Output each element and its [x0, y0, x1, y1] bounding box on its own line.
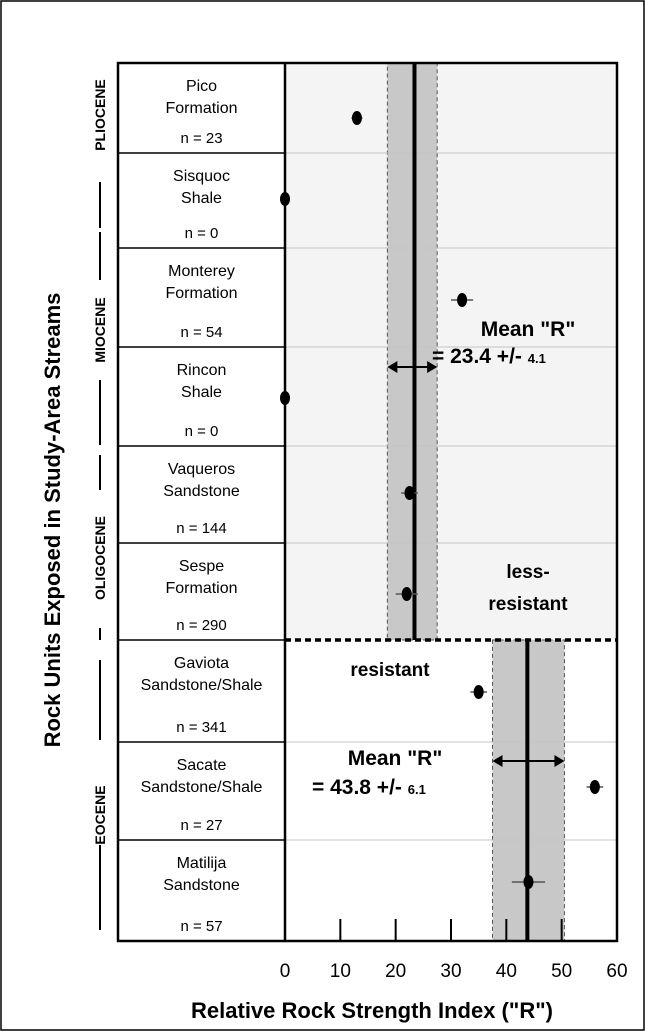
data-point	[457, 293, 468, 307]
unit-name-label: Sandstone	[163, 877, 240, 894]
unit-n-label: n = 341	[176, 719, 226, 736]
unit-name-label: Shale	[181, 190, 222, 207]
unit-name-label: Sandstone	[163, 483, 240, 500]
x-tick-label: 20	[385, 961, 406, 982]
y-axis-title: Rock Units Exposed in Study-Area Streams	[40, 293, 65, 748]
unit-n-label: n = 57	[180, 918, 222, 935]
data-point	[351, 111, 362, 125]
unit-name-label: Sacate	[177, 757, 227, 774]
epoch-label: EOCENE	[92, 785, 108, 844]
unit-name-label: Vaqueros	[168, 461, 235, 478]
less-resistant-label: resistant	[488, 594, 568, 615]
band-arrowhead-right	[554, 755, 565, 767]
unit-name-label: Pico	[186, 78, 217, 95]
unit-n-label: n = 144	[176, 520, 226, 537]
mean-label-value: = 23.4 +/- 4.1	[432, 345, 546, 368]
data-point	[404, 486, 415, 500]
epoch-label: PLIOCENE	[92, 79, 108, 151]
x-tick-label: 40	[496, 961, 517, 982]
unit-name-label: Monterey	[168, 263, 235, 280]
data-point	[589, 780, 600, 794]
x-tick-label: 10	[330, 961, 351, 982]
x-tick-label: 60	[606, 961, 627, 982]
unit-name-label: Sandstone/Shale	[141, 779, 263, 796]
unit-name-label: Formation	[165, 580, 237, 597]
epoch-label: OLIGOCENE	[92, 516, 108, 600]
x-tick-label: 50	[551, 961, 572, 982]
x-tick-label: 0	[280, 961, 291, 982]
plot-frame	[116, 61, 619, 943]
unit-n-label: n = 54	[180, 324, 222, 341]
unit-name-label: Gaviota	[174, 655, 229, 672]
epoch-label: MIOCENE	[92, 297, 108, 362]
unit-name-label: Formation	[165, 285, 237, 302]
plot-area: 0 10 20 30 40 50 60 Mean "R" = 23.4 +/- 4.1 Mean …	[116, 61, 628, 982]
unit-name-label: Sandstone/Shale	[141, 677, 263, 694]
unit-name-label: Sisquoc	[173, 168, 230, 185]
mean-label-title: Mean "R"	[481, 318, 576, 341]
unit-n-label: n = 290	[176, 617, 226, 634]
band-arrowhead-left	[387, 361, 398, 373]
x-tick-label: 30	[440, 961, 461, 982]
less-resistant-label: less-	[506, 562, 549, 583]
mean-label-title: Mean "R"	[348, 747, 443, 770]
band-arrowhead-left	[492, 755, 503, 767]
unit-name-label: Formation	[165, 100, 237, 117]
unit-name-label: Shale	[181, 384, 222, 401]
data-point	[523, 875, 534, 889]
data-point	[401, 587, 412, 601]
unit-name-label: Matilija	[177, 855, 227, 872]
mean-label-sd: 4.1	[528, 351, 546, 366]
unit-n-label: n = 27	[180, 817, 222, 834]
mean-label-sd: 6.1	[408, 782, 426, 797]
band-arrowhead-right	[427, 361, 438, 373]
data-point	[473, 685, 484, 699]
unit-n-label: n = 0	[185, 423, 219, 440]
resistant-label: resistant	[350, 660, 430, 681]
mean-label-value: = 43.8 +/- 6.1	[312, 776, 426, 799]
unit-label-column: Pico Formation n = 23 Sisquoc Shale n = 0 Mont…	[118, 78, 285, 935]
upper-zone-background	[285, 63, 617, 640]
unit-n-label: n = 23	[180, 130, 222, 147]
epoch-axis: PLIOCENE MIOCENE OLIGOCENE EOCENE	[92, 79, 108, 930]
unit-n-label: n = 0	[185, 225, 219, 242]
unit-name-label: Sespe	[179, 558, 224, 575]
std-dev-band	[386, 62, 438, 641]
x-axis-title: Relative Rock Strength Index ("R")	[191, 998, 553, 1023]
unit-name-label: Rincon	[177, 362, 227, 379]
